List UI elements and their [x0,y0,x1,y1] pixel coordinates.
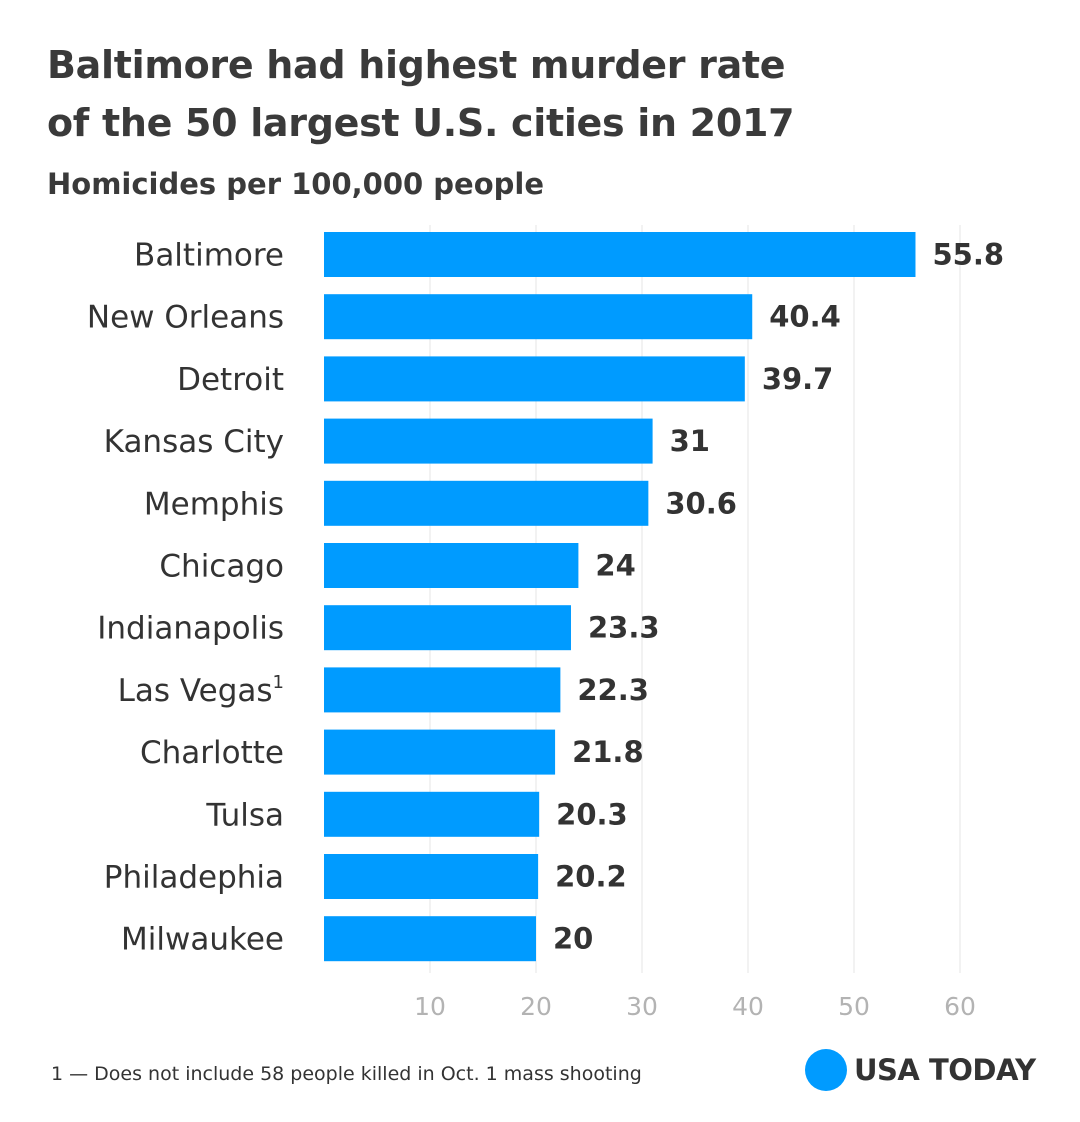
category-label-detroit: Detroit [177,362,284,398]
category-label-milwaukee: Milwaukee [121,922,284,958]
category-label-baltimore: Baltimore [134,238,284,274]
bar-new-orleans [324,294,753,340]
bar-philadephia [324,854,539,899]
bar-kansas-city [324,418,653,464]
category-name-detroit: Detroit [177,362,284,398]
x-tick-label-20: 20 [520,992,552,1021]
bar-chicago [324,543,579,588]
bars [324,232,916,962]
data-label-philadephia: 20.2 [555,860,627,894]
gridlines [429,225,961,973]
category-name-indianapolis: Indianapolis [97,611,284,647]
category-label-las-vegas: Las Vegas1 [118,672,284,709]
category-name-tulsa: Tulsa [205,797,284,833]
x-tick-label-60: 60 [944,992,976,1021]
data-label-detroit: 39.7 [762,362,834,396]
chart-title-line-1: Baltimore had highest murder rate [47,43,786,87]
x-tick-label-50: 50 [838,992,870,1021]
x-tick-label-10: 10 [414,992,446,1021]
logo-dot-icon [805,1049,847,1091]
category-label-memphis: Memphis [144,486,284,522]
chart-title-line-2: of the 50 largest U.S. cities in 2017 [47,101,795,145]
category-name-baltimore: Baltimore [134,238,284,274]
category-label-charlotte: Charlotte [140,735,284,771]
bar-chart: Baltimore New Orleans Detroit Kansas City Me… [87,225,1004,1021]
category-label-chicago: Chicago [159,549,284,585]
category-label-indianapolis: Indianapolis [97,611,284,647]
category-name-milwaukee: Milwaukee [121,922,284,958]
data-label-charlotte: 21.8 [572,735,644,769]
data-label-milwaukee: 20 [553,922,593,956]
category-name-new-orleans: New Orleans [87,300,284,336]
data-label-memphis: 30.6 [665,486,737,520]
x-axis-ticks: 10 20 30 40 50 60 [414,992,976,1021]
category-labels: Baltimore New Orleans Detroit Kansas City Me… [87,238,284,958]
x-tick-label-30: 30 [626,992,658,1021]
usa-today-logo: USA TODAY [805,1049,1036,1091]
category-name-kansas-city: Kansas City [104,424,284,460]
bar-las-vegas [324,667,561,713]
x-tick-label-40: 40 [732,992,764,1021]
bar-detroit [324,356,745,402]
category-label-philadephia: Philadephia [104,860,284,896]
footnote-marker-las-vegas: 1 [273,672,284,693]
bar-memphis [324,480,649,526]
bar-charlotte [324,729,556,775]
bar-baltimore [324,232,916,277]
chart-subtitle: Homicides per 100,000 people [47,167,544,201]
data-label-baltimore: 55.8 [932,238,1004,272]
category-name-philadephia: Philadephia [104,860,284,896]
data-label-kansas-city: 31 [670,424,710,458]
bar-milwaukee [324,916,536,962]
chart-title: Baltimore had highest murder rate of the… [47,36,1047,152]
category-label-kansas-city: Kansas City [104,424,284,460]
data-label-chicago: 24 [595,549,635,583]
data-label-new-orleans: 40.4 [769,300,841,334]
category-name-chicago: Chicago [159,549,284,585]
logo-text: USA TODAY [854,1053,1036,1087]
bar-indianapolis [324,605,571,651]
category-name-las-vegas: Las Vegas [118,673,273,709]
data-label-tulsa: 20.3 [556,797,628,831]
data-label-las-vegas: 22.3 [577,673,649,707]
category-name-charlotte: Charlotte [140,735,284,771]
data-label-indianapolis: 23.3 [588,611,660,645]
category-label-tulsa: Tulsa [205,797,284,833]
footnote: 1 — Does not include 58 people killed in… [51,1063,642,1085]
category-label-new-orleans: New Orleans [87,300,284,336]
bar-tulsa [324,791,540,837]
data-labels: 55.8 40.4 39.7 31 30.6 24 23.3 22.3 21.8 20.3 20.2… [553,238,1004,956]
category-name-memphis: Memphis [144,486,284,522]
